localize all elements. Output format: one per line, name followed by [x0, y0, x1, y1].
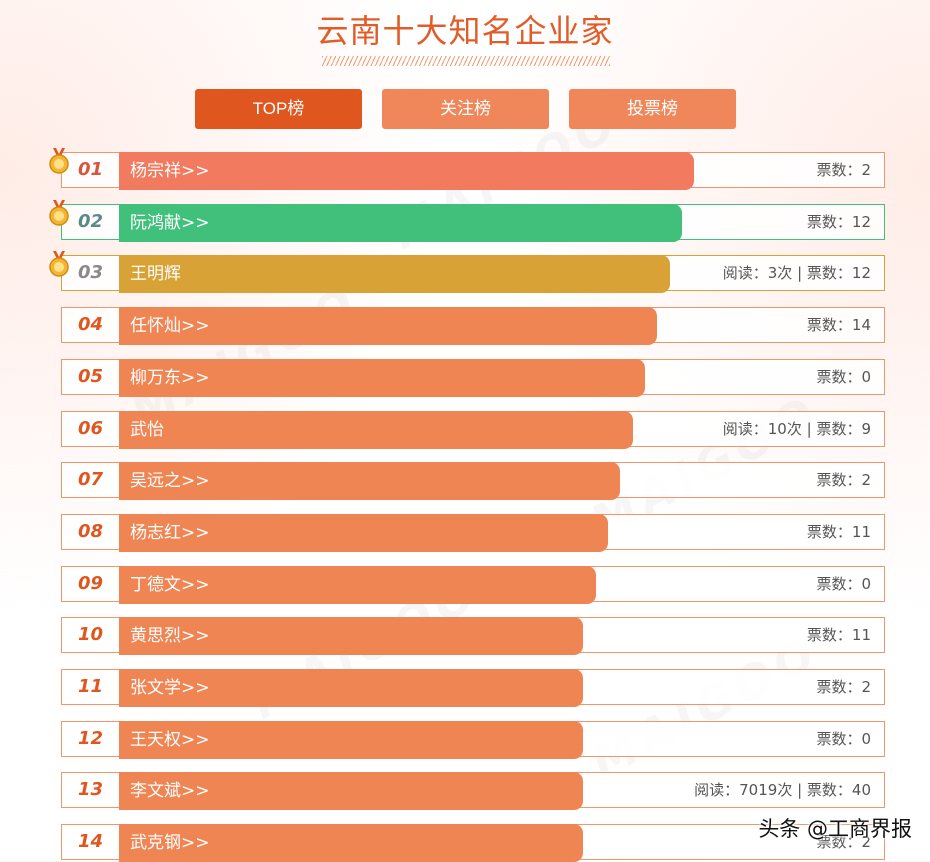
entrepreneur-name-link[interactable]: 张文学>>: [119, 669, 583, 707]
ranking-row: 11 张文学>> 票数：2: [61, 669, 885, 707]
ranking-row: 13 李文斌>> 阅读：7019次 | 票数：40: [61, 772, 885, 810]
entrepreneur-name-link[interactable]: 柳万东>>: [119, 359, 645, 397]
entrepreneur-name-link[interactable]: 杨志红>>: [119, 514, 608, 552]
page-title: 云南十大知名企业家: [316, 12, 614, 50]
entrepreneur-name-link[interactable]: 任怀灿>>: [119, 307, 657, 345]
row-stats: 阅读：3次 | 票数：12: [722, 264, 871, 282]
rank-number: 02: [77, 211, 104, 232]
row-stats: 票数：0: [816, 368, 871, 386]
tab-follow[interactable]: 关注榜: [382, 89, 549, 129]
ranking-row: 12 王天权>> 票数：0: [61, 721, 885, 759]
row-stats: 票数：0: [816, 730, 871, 748]
entrepreneur-name-link[interactable]: 王天权>>: [119, 721, 583, 759]
entrepreneur-name-link[interactable]: 武克钢>>: [119, 824, 583, 862]
ranking-row: 02 阮鸿献>> 票数：12: [61, 204, 885, 242]
ranking-row: 03 王明辉 阅读：3次 | 票数：12: [61, 255, 885, 293]
rank-number: 11: [77, 676, 104, 697]
row-stats: 阅读：10次 | 票数：9: [722, 420, 871, 438]
medal-icon: [49, 251, 69, 277]
entrepreneur-name-link[interactable]: 黄思烈>>: [119, 617, 583, 655]
row-stats: 票数：2: [816, 678, 871, 696]
entrepreneur-name-link[interactable]: 武怡: [119, 411, 633, 449]
source-credit: 头条 @工商界报: [758, 817, 912, 841]
rank-number: 12: [77, 728, 104, 749]
rank-number: 06: [77, 418, 104, 439]
rank-number: 09: [77, 573, 104, 594]
ranking-row: 06 武怡 阅读：10次 | 票数：9: [61, 411, 885, 449]
rank-number: 13: [77, 779, 104, 800]
tab-vote[interactable]: 投票榜: [569, 89, 736, 129]
rank-number: 10: [77, 624, 104, 645]
entrepreneur-name-link[interactable]: 阮鸿献>>: [119, 204, 682, 242]
ranking-row: 10 黄思烈>> 票数：11: [61, 617, 885, 655]
tab-top[interactable]: TOP榜: [195, 89, 362, 129]
ranking-row: 04 任怀灿>> 票数：14: [61, 307, 885, 345]
entrepreneur-name-link[interactable]: 吴远之>>: [119, 462, 620, 500]
medal-icon: [49, 200, 69, 226]
ranking-row: 14 武克钢>> 票数：2: [61, 824, 885, 862]
entrepreneur-name-link[interactable]: 丁德文>>: [119, 566, 596, 604]
row-stats: 票数：11: [806, 626, 871, 644]
rank-number: 14: [77, 831, 104, 852]
row-stats: 票数：2: [816, 833, 871, 851]
medal-icon: [49, 148, 69, 174]
row-stats: 票数：11: [806, 523, 871, 541]
ranking-row: 07 吴远之>> 票数：2: [61, 462, 885, 500]
ranking-row: 01 杨宗祥>> 票数：2: [61, 152, 885, 190]
row-stats: 票数：14: [806, 316, 871, 334]
entrepreneur-name-link[interactable]: 王明辉: [119, 255, 670, 293]
rank-number: 05: [77, 366, 104, 387]
rank-number: 08: [77, 521, 104, 542]
row-stats: 票数：0: [816, 575, 871, 593]
ranking-row: 09 丁德文>> 票数：0: [61, 566, 885, 604]
entrepreneur-name-link[interactable]: 杨宗祥>>: [119, 152, 694, 190]
row-stats: 阅读：7019次 | 票数：40: [694, 781, 871, 799]
rank-number: 04: [77, 314, 104, 335]
ranking-row: 08 杨志红>> 票数：11: [61, 514, 885, 552]
rank-number: 03: [77, 262, 104, 283]
ranking-row: 05 柳万东>> 票数：0: [61, 359, 885, 397]
rank-number: 01: [77, 159, 104, 180]
row-stats: 票数：2: [816, 471, 871, 489]
title-underline-decoration: [322, 56, 610, 66]
row-stats: 票数：12: [806, 213, 871, 231]
row-stats: 票数：2: [816, 161, 871, 179]
entrepreneur-name-link[interactable]: 李文斌>>: [119, 772, 583, 810]
rank-number: 07: [77, 469, 104, 490]
